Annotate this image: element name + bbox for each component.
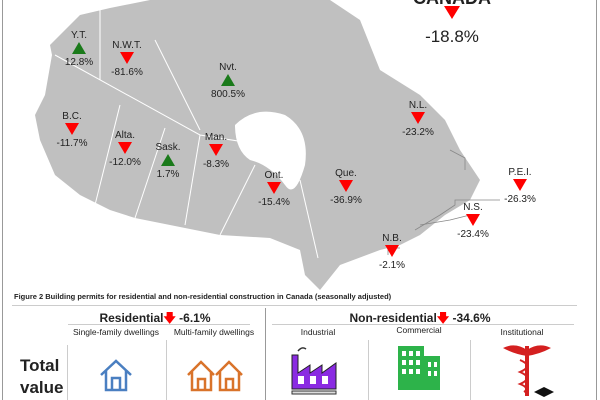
down-triangle-icon xyxy=(118,142,132,154)
province-label: P.E.I. xyxy=(508,167,532,178)
divider xyxy=(470,340,471,400)
divider xyxy=(12,305,577,306)
figure-caption: Figure 2 Building permits for residentia… xyxy=(14,292,392,301)
province-value: -12.0% xyxy=(109,157,141,168)
multi-family-houses-icon xyxy=(187,360,243,392)
down-triangle-icon xyxy=(466,214,480,226)
commercial-building-icon xyxy=(398,346,440,390)
divider xyxy=(272,324,574,325)
province-value: -8.3% xyxy=(202,159,230,170)
province-label: Y.T. xyxy=(71,30,87,41)
province-value: -15.4% xyxy=(258,197,290,208)
province-value: -11.7% xyxy=(56,138,88,149)
down-arrow-icon: 🡇 xyxy=(436,311,450,325)
category-single-family: Single-family dwellings xyxy=(73,327,159,337)
divider xyxy=(68,324,250,325)
canada-map xyxy=(35,0,500,290)
canada-title: CANADA xyxy=(413,0,491,9)
province-label: Ont. xyxy=(264,170,284,181)
category-industrial: Industrial xyxy=(300,327,336,337)
province-label: Sask. xyxy=(155,142,181,153)
factory-icon xyxy=(291,347,337,395)
divider xyxy=(166,340,167,400)
down-triangle-icon xyxy=(267,182,281,194)
down-triangle-icon xyxy=(209,144,223,156)
category-commercial: Commercial xyxy=(396,325,442,335)
province-value: -36.9% xyxy=(330,195,362,206)
row-label-value: value xyxy=(20,378,64,397)
province-value: 1.7% xyxy=(156,169,180,180)
category-institutional: Institutional xyxy=(500,327,544,337)
province-label: N.L. xyxy=(408,100,428,111)
province-value: -2.1% xyxy=(378,260,406,271)
divider xyxy=(265,308,266,400)
province-label: Man. xyxy=(204,132,228,143)
up-triangle-icon xyxy=(221,74,235,86)
down-triangle-icon xyxy=(385,245,399,257)
province-label: N.S. xyxy=(463,202,483,213)
province-value: 12.8% xyxy=(64,57,94,68)
up-triangle-icon xyxy=(161,154,175,166)
province-label: N.W.T. xyxy=(112,40,142,51)
down-arrow-icon: 🡇 xyxy=(163,311,176,325)
divider xyxy=(67,345,68,400)
residential-header: Residential🡇 -6.1% xyxy=(99,311,211,325)
house-icon xyxy=(100,359,132,392)
province-value: 800.5% xyxy=(211,89,245,100)
canada-down-arrow-icon xyxy=(444,6,460,19)
down-triangle-icon xyxy=(65,123,79,135)
province-value: -23.2% xyxy=(402,127,434,138)
row-label-total: Total xyxy=(20,356,60,375)
province-label: Que. xyxy=(335,168,357,179)
province-label: Alta. xyxy=(114,130,136,141)
caduceus-icon xyxy=(503,345,554,397)
non-residential-header: Non-residential🡇 -34.6% xyxy=(349,311,491,325)
province-value: -26.3% xyxy=(504,194,536,205)
divider xyxy=(368,340,369,400)
province-value: -81.6% xyxy=(111,67,143,78)
category-multi-family: Multi-family dwellings xyxy=(173,327,255,337)
down-triangle-icon xyxy=(411,112,425,124)
province-label: B.C. xyxy=(62,111,82,122)
province-value: -23.4% xyxy=(457,229,489,240)
province-label: N.B. xyxy=(382,233,402,244)
canada-value: -18.8% xyxy=(425,27,479,46)
down-triangle-icon xyxy=(120,52,134,64)
down-triangle-icon xyxy=(339,180,353,192)
down-triangle-icon xyxy=(513,179,527,191)
province-label: Nvt. xyxy=(219,62,237,73)
up-triangle-icon xyxy=(72,42,86,54)
